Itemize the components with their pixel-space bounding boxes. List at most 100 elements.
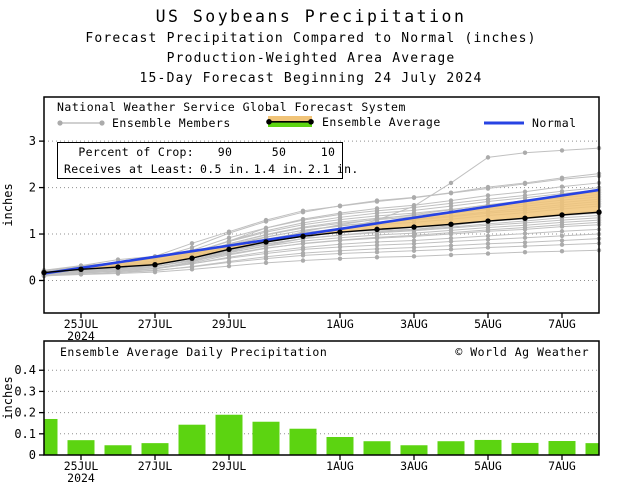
ensemble-member-dot (411, 245, 417, 250)
legend-normal: Normal (482, 116, 577, 130)
precip-bar (585, 443, 599, 455)
precip-bar (437, 441, 465, 455)
ensemble-average-dot (263, 239, 269, 245)
ensemble-member-line (43, 228, 600, 276)
ensemble-member-dot (522, 227, 528, 232)
ensemble-member-dot (522, 243, 528, 249)
ensemble-average-dot (115, 264, 121, 270)
ensemble-member-dot (448, 252, 454, 258)
ensemble-member-dot (522, 249, 528, 255)
precip-bar (548, 441, 576, 455)
ensemble-member-dot (448, 231, 454, 237)
amount-value-1: 0.5 in. (200, 162, 251, 177)
y-axis-tick-label: 0 (29, 448, 36, 462)
ensemble-members-sample-icon (57, 120, 105, 126)
ensemble-average-dot (485, 218, 491, 224)
ensemble-member-dot (374, 255, 380, 260)
ensemble-member-line (43, 242, 600, 275)
ensemble-member-dot (411, 195, 417, 200)
ensemble-member-dot (411, 234, 417, 239)
ensemble-member-dot (485, 241, 491, 246)
ensemble-member-dot (263, 245, 269, 251)
ensemble-member-dot (411, 248, 417, 253)
precip-bar (44, 418, 58, 455)
ensemble-member-dot (226, 229, 232, 234)
ensemble-member-dot (485, 251, 491, 256)
precip-bar (511, 442, 539, 455)
ensemble-average-dot (78, 266, 84, 273)
copyright-credit: © World Ag Weather (455, 345, 589, 359)
ensemble-member-dot (226, 235, 232, 240)
x-axis-tick-label: 3AUG (400, 459, 428, 473)
bottom-chart-title: Ensemble Average Daily Precipitation (60, 345, 328, 359)
legend-normal-label: Normal (532, 116, 577, 130)
y-axis-tick-label: 3 (29, 134, 36, 148)
ensemble-member-dot (559, 249, 565, 254)
ensemble-member-dot (559, 242, 565, 247)
top-chart-frame (43, 96, 600, 314)
percent-box-row2-label: Receives at Least: (63, 162, 194, 177)
ensemble-average-dot (374, 226, 380, 233)
legend-members-label: Ensemble Members (112, 116, 231, 130)
ensemble-member-dot (115, 271, 121, 276)
x-axis-tick-label: 1AUG (326, 317, 354, 331)
ensemble-member-dot (226, 263, 232, 269)
x-axis-tick-label: 3AUG (400, 317, 428, 331)
y-axis-tick-label: 2 (29, 181, 36, 195)
bottom-chart-frame (43, 340, 600, 456)
page-title: US Soybeans Precipitation (155, 7, 467, 26)
ensemble-member-line (43, 238, 600, 277)
ensemble-member-dot (559, 224, 565, 229)
x-axis-tick-label: 29JUL (212, 459, 247, 473)
legend-source-label: National Weather Service Global Forecast… (57, 100, 406, 114)
precip-bar (104, 445, 132, 455)
y-axis-tick-label: 0.1 (14, 427, 36, 441)
ensemble-member-dot (448, 239, 454, 244)
precip-bar (178, 424, 206, 455)
precip-bar (326, 436, 354, 455)
ensemble-member-dot (263, 217, 269, 223)
ensemble-member-dot (522, 150, 528, 155)
y-axis-label-inches: inches (1, 376, 15, 419)
ensemble-member-dot (522, 189, 528, 194)
ensemble-member-line (43, 187, 600, 271)
subtitle-area-average: Production-Weighted Area Average (166, 51, 456, 66)
ensemble-member-dot (485, 229, 491, 234)
ensemble-member-dot (559, 148, 565, 153)
precip-bar (252, 421, 280, 455)
normal-line (43, 188, 600, 275)
x-axis-tick-label: 29JUL (212, 317, 247, 331)
precip-bar (141, 443, 169, 455)
ensemble-member-dot (337, 238, 343, 243)
ensemble-member-dot (485, 237, 491, 242)
ensemble-member-dot (448, 180, 454, 186)
ensemble-member-dot (263, 260, 269, 266)
ensemble-member-dot (374, 242, 380, 248)
x-axis-tick-label: 25JUL (64, 459, 99, 473)
x-axis-tick-label: 7AUG (548, 317, 576, 331)
ensemble-member-dot (448, 203, 454, 209)
ensemble-member-dot (337, 256, 343, 261)
ensemble-member-dot (448, 190, 454, 196)
ensemble-average-dot (522, 215, 528, 221)
x-axis-year-label: 2024 (67, 471, 95, 484)
ensemble-member-dot (448, 236, 454, 241)
ensemble-member-dot (300, 258, 306, 263)
percent-of-crop-box: Percent of Crop: 90 50 10 Receives at Le… (57, 142, 358, 179)
ensemble-member-dot (152, 269, 158, 275)
x-axis-tick-label: 5AUG (474, 317, 502, 331)
ensemble-member-dot (522, 181, 528, 187)
ensemble-average-dot (337, 229, 343, 235)
ensemble-member-dot (374, 199, 380, 204)
ensemble-member-dot (337, 251, 343, 256)
ensemble-member-dot (485, 186, 491, 191)
precip-bar (400, 445, 428, 455)
x-axis-year-label: 2024 (67, 329, 95, 343)
ensemble-member-dot (263, 251, 269, 256)
ensemble-average-line (43, 211, 600, 274)
ensemble-member-dot (485, 155, 491, 160)
precip-bar (363, 441, 391, 455)
y-axis-tick-label: 1 (29, 227, 36, 241)
amount-value-3: 2.1 in. (308, 162, 359, 177)
